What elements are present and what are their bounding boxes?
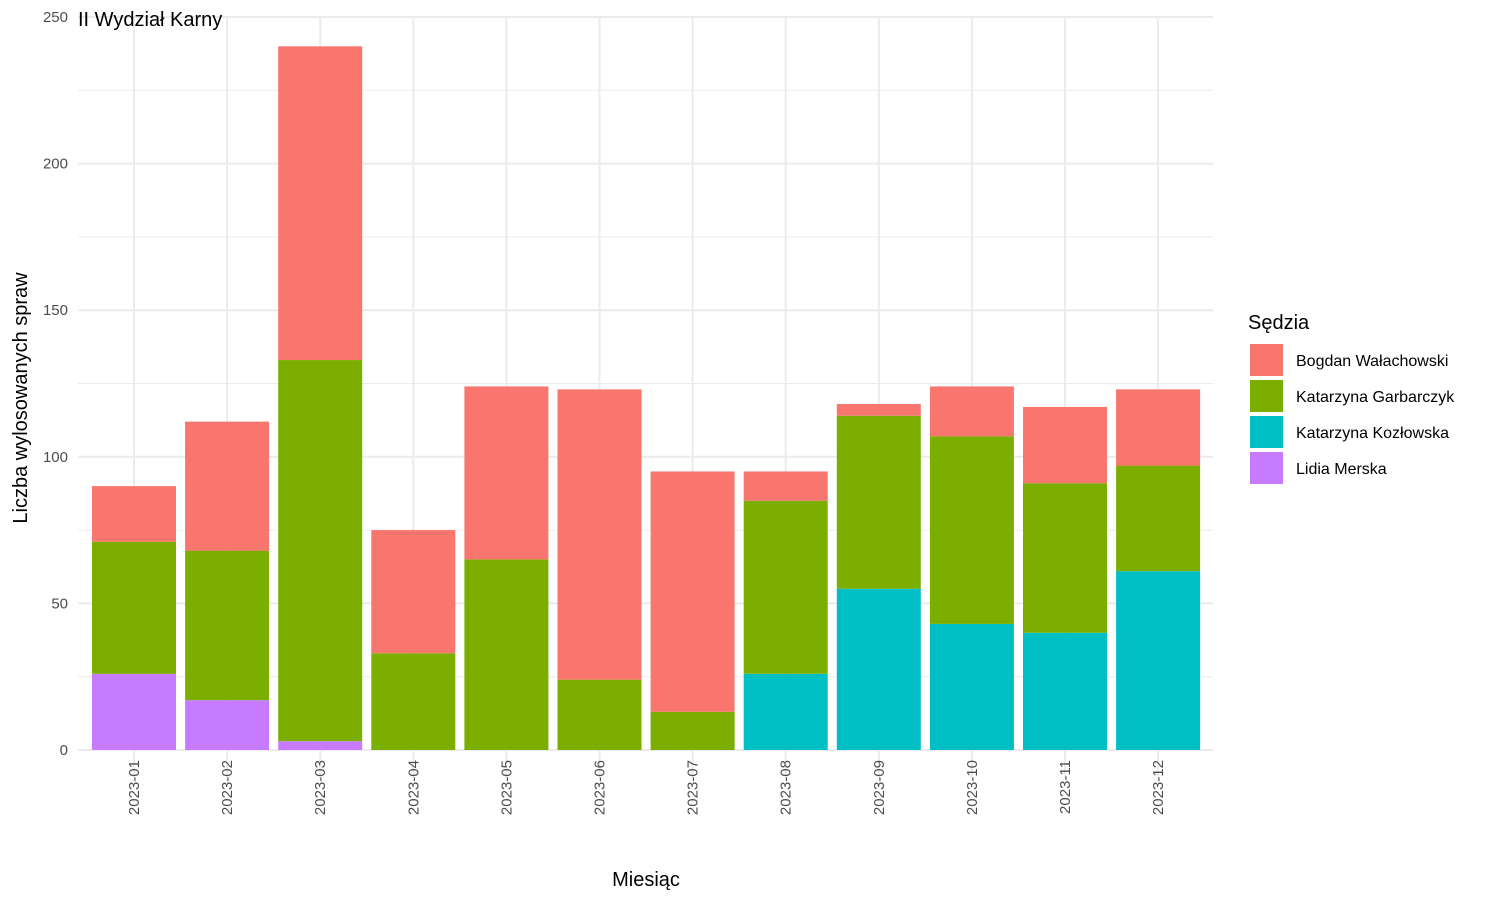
bar-segment-katarzyna-garbarczyk-2023-11 — [1023, 483, 1107, 633]
legend-label: Katarzyna Garbarczyk — [1296, 389, 1455, 406]
bar-segment-bogdan-walachowski-2023-05 — [464, 386, 549, 560]
bar-segment-katarzyna-garbarczyk-2023-09 — [836, 415, 921, 589]
bar-segment-bogdan-walachowski-2023-03 — [278, 46, 363, 361]
x-tick-label: 2023-05 — [498, 760, 515, 815]
bar-segment-katarzyna-garbarczyk-2023-01 — [92, 541, 176, 674]
legend: Sędzia Bogdan Wałachowski Katarzyna Garba… — [1248, 312, 1455, 484]
x-axis-title: Miesiąc — [612, 869, 680, 891]
bar-segment-bogdan-walachowski-2023-11 — [1023, 406, 1107, 484]
bar-segment-bogdan-walachowski-2023-02 — [185, 421, 270, 551]
y-tick-label: 200 — [43, 156, 68, 173]
y-axis-ticks: 0 50 100 150 200 250 — [43, 9, 68, 759]
bar-segment-katarzyna-garbarczyk-2023-10 — [929, 436, 1014, 624]
x-axis-ticks: 2023-01 2023-02 2023-03 2023-04 2023-05 2023-… — [126, 760, 1167, 815]
bar-segment-bogdan-walachowski-2023-09 — [836, 404, 921, 416]
y-tick-label: 100 — [43, 449, 68, 466]
legend-key — [1250, 452, 1283, 484]
legend-label: Bogdan Wałachowski — [1296, 353, 1448, 370]
x-tick-label: 2023-08 — [778, 760, 795, 815]
bar-segment-katarzyna-kozlowska-2023-09 — [836, 588, 921, 750]
bar-segment-katarzyna-garbarczyk-2023-04 — [371, 653, 456, 750]
bar-segment-bogdan-walachowski-2023-06 — [557, 389, 642, 680]
bar-segment-lidia-merska-2023-02 — [185, 700, 270, 750]
x-tick-label: 2023-11 — [1057, 760, 1074, 814]
legend-key — [1250, 380, 1283, 412]
y-tick-label: 0 — [60, 742, 68, 759]
bar-segment-bogdan-walachowski-2023-07 — [650, 471, 735, 712]
bar-segment-katarzyna-kozlowska-2023-11 — [1023, 632, 1107, 750]
bar-segment-katarzyna-garbarczyk-2023-07 — [650, 711, 735, 750]
legend-title: Sędzia — [1248, 312, 1310, 334]
x-tick-label: 2023-02 — [219, 760, 236, 815]
legend-key — [1250, 344, 1283, 376]
bar-segment-katarzyna-garbarczyk-2023-05 — [464, 559, 549, 750]
bar-segment-katarzyna-kozlowska-2023-12 — [1116, 571, 1201, 750]
bar-segment-katarzyna-garbarczyk-2023-03 — [278, 360, 363, 742]
legend-key — [1250, 416, 1283, 448]
bar-segment-lidia-merska-2023-01 — [92, 673, 176, 750]
bar-segment-katarzyna-garbarczyk-2023-06 — [557, 679, 642, 750]
y-axis-title: Liczba wylosowanych spraw — [10, 272, 32, 524]
y-tick-label: 150 — [43, 302, 68, 319]
y-tick-label: 250 — [43, 9, 68, 26]
legend-label: Katarzyna Kozłowska — [1296, 425, 1449, 442]
x-tick-label: 2023-07 — [685, 760, 702, 815]
chart-title: II Wydział Karny — [78, 9, 222, 31]
bar-segment-bogdan-walachowski-2023-10 — [929, 386, 1014, 437]
bar-segment-katarzyna-garbarczyk-2023-12 — [1116, 465, 1201, 572]
x-tick-label: 2023-10 — [964, 760, 981, 815]
x-tick-label: 2023-04 — [405, 760, 422, 815]
x-tick-label: 2023-03 — [312, 760, 329, 815]
bars — [92, 46, 1201, 750]
x-tick-label: 2023-06 — [592, 760, 609, 815]
y-tick-label: 50 — [51, 595, 68, 612]
x-tick-label: 2023-12 — [1150, 760, 1167, 815]
bar-segment-bogdan-walachowski-2023-12 — [1116, 389, 1201, 466]
bar-segment-katarzyna-garbarczyk-2023-02 — [185, 550, 270, 701]
x-tick-label: 2023-09 — [871, 760, 888, 815]
bar-segment-bogdan-walachowski-2023-08 — [743, 471, 828, 501]
bar-segment-bogdan-walachowski-2023-01 — [92, 486, 176, 542]
x-tick-label: 2023-01 — [126, 760, 143, 815]
bar-segment-katarzyna-kozlowska-2023-08 — [743, 673, 828, 750]
bar-segment-katarzyna-kozlowska-2023-10 — [929, 623, 1014, 750]
bar-segment-bogdan-walachowski-2023-04 — [371, 530, 456, 654]
bar-segment-katarzyna-garbarczyk-2023-08 — [743, 500, 828, 674]
legend-label: Lidia Merska — [1296, 461, 1387, 478]
bar-segment-lidia-merska-2023-03 — [278, 741, 363, 750]
